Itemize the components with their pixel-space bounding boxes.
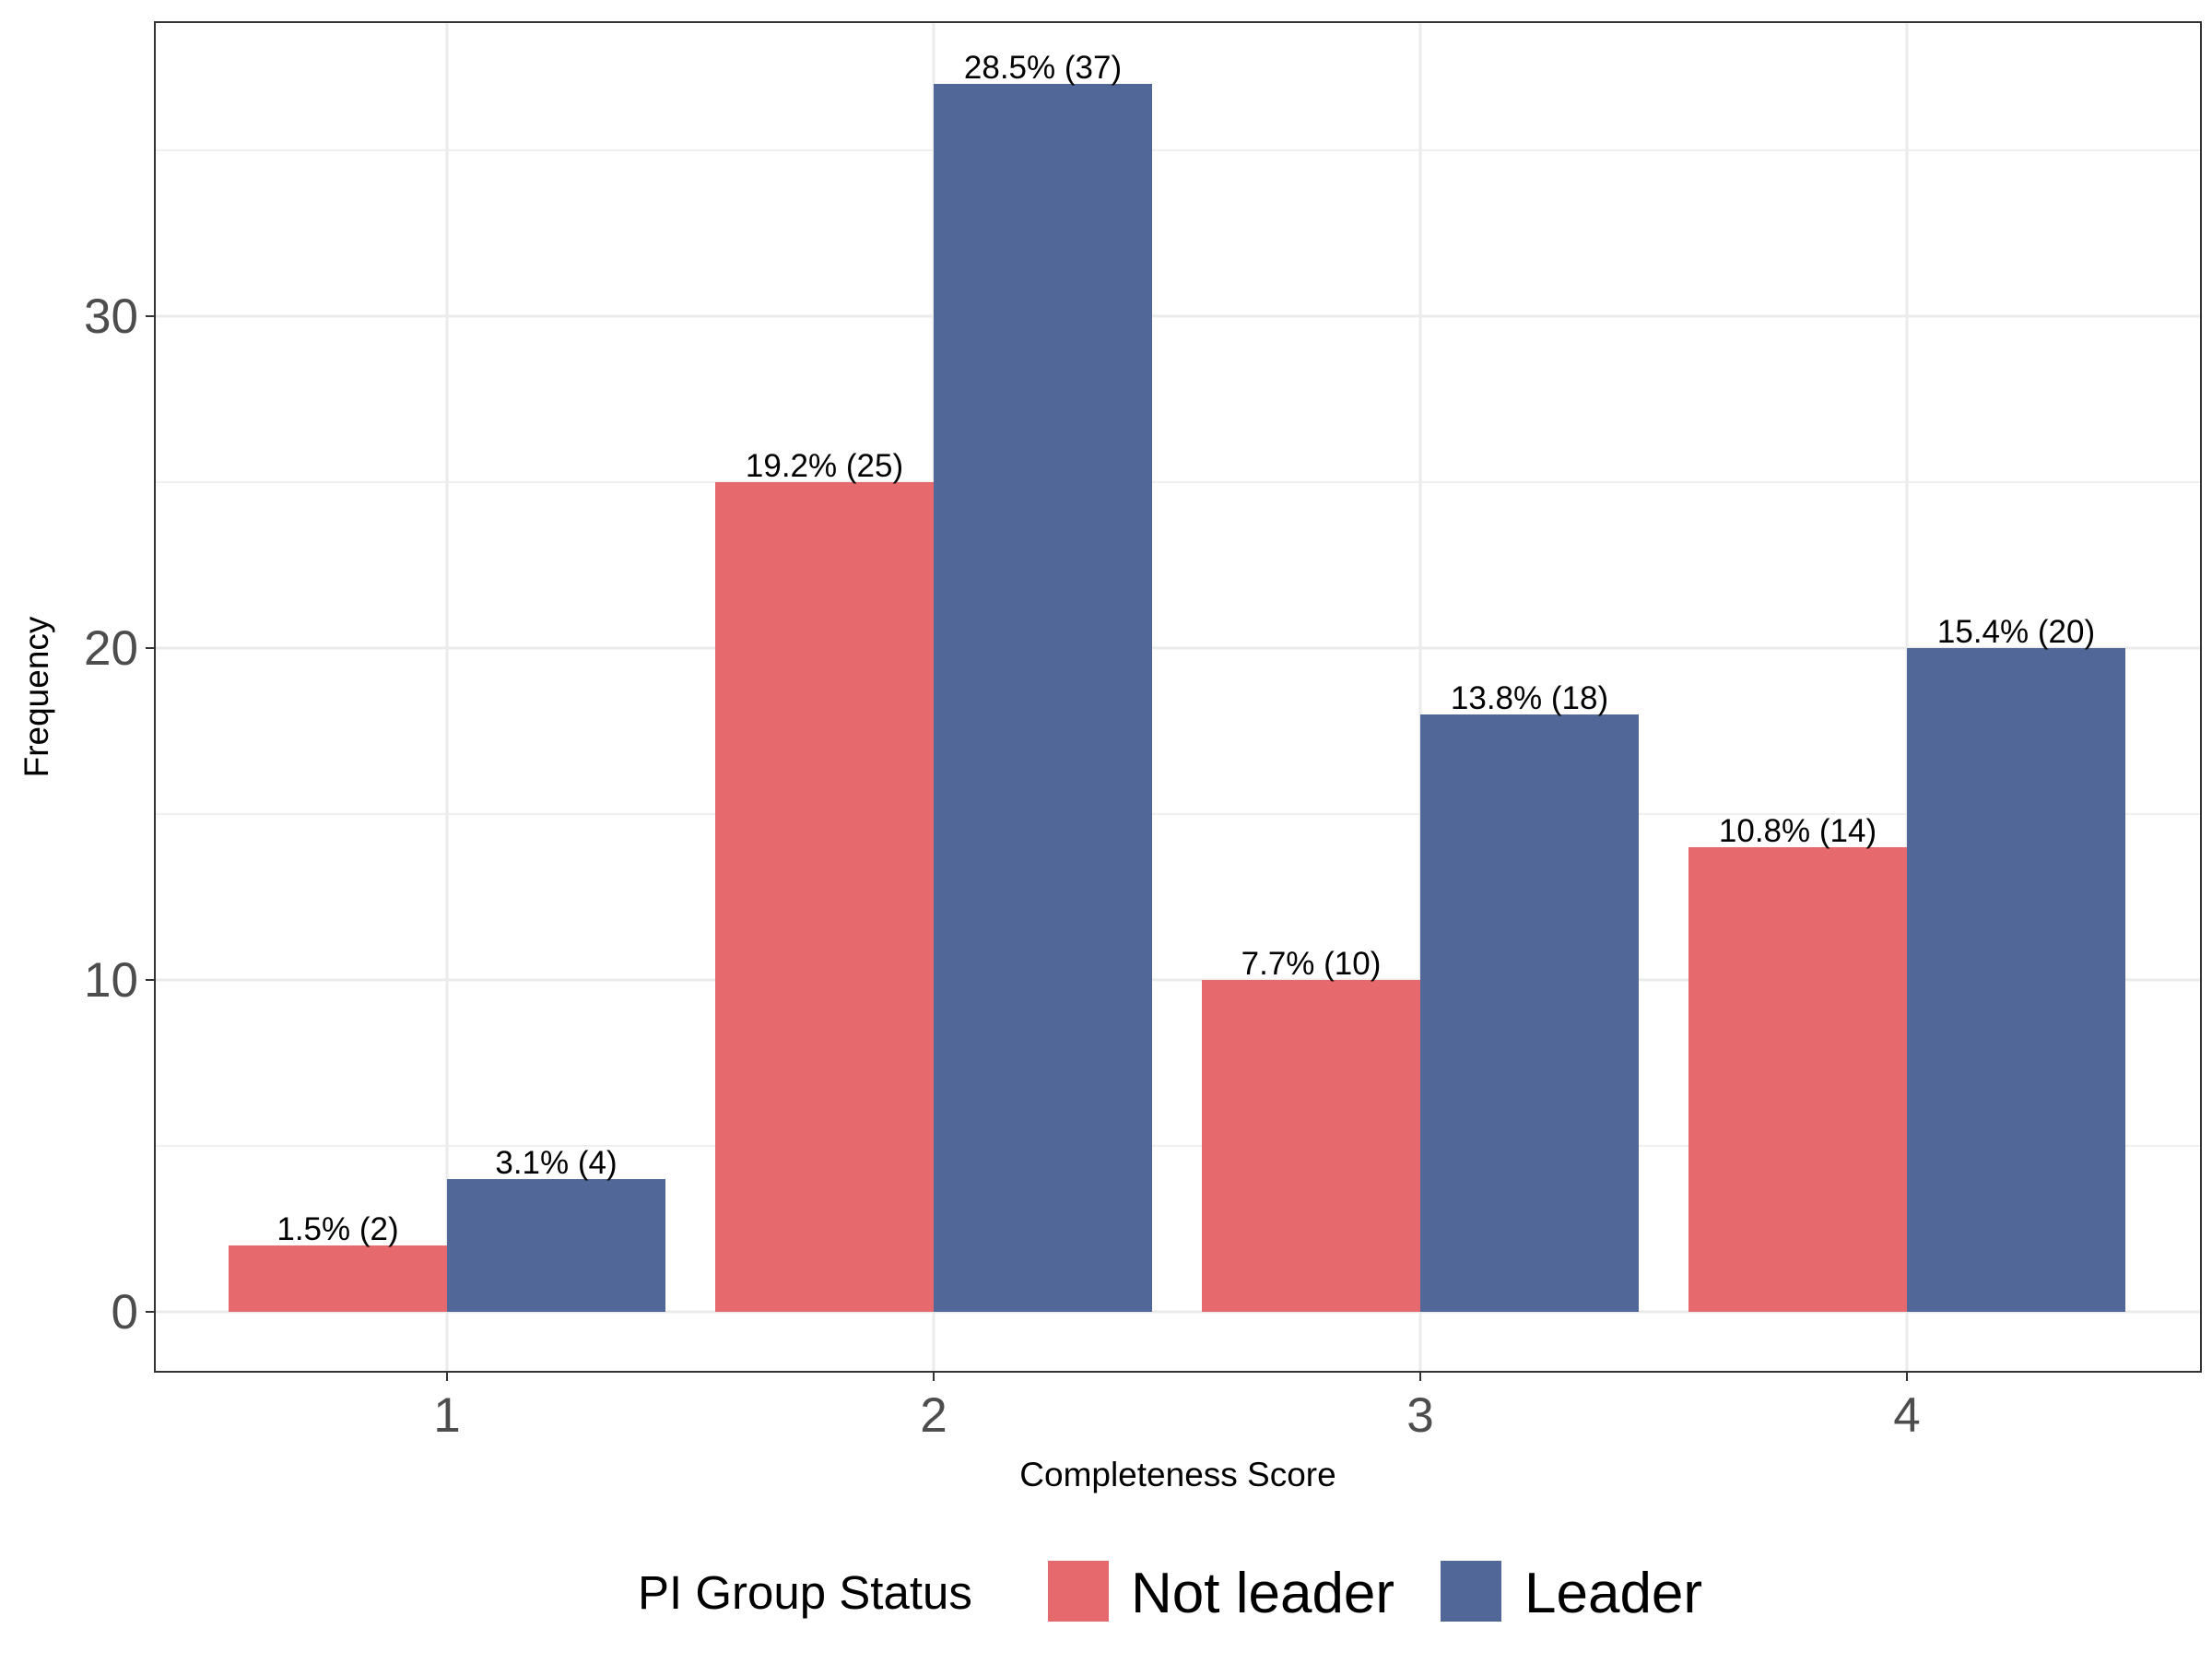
bar-label: 28.5% (37) bbox=[964, 50, 1122, 86]
y-tick-label: 10 bbox=[84, 953, 138, 1008]
x-tick-label: 2 bbox=[920, 1388, 947, 1443]
x-axis: 1 2 3 4 bbox=[433, 1372, 1921, 1443]
bar-label: 15.4% (20) bbox=[1937, 614, 2095, 650]
bar bbox=[1202, 980, 1420, 1312]
bar-label: 7.7% (10) bbox=[1241, 946, 1382, 982]
legend-label-leader: Leader bbox=[1524, 1562, 1702, 1625]
bar bbox=[934, 84, 1152, 1312]
bar-label: 13.8% (18) bbox=[1451, 680, 1608, 716]
bar bbox=[447, 1179, 665, 1312]
legend-label-not-leader: Not leader bbox=[1131, 1562, 1394, 1625]
y-tick-label: 20 bbox=[84, 621, 138, 676]
legend-key-leader bbox=[1441, 1561, 1501, 1622]
bar bbox=[1420, 714, 1639, 1312]
bar-layer bbox=[229, 84, 2125, 1312]
legend: PI Group Status Not leader Leader bbox=[638, 1561, 1702, 1625]
legend-key-not-leader bbox=[1048, 1561, 1109, 1622]
x-tick-label: 3 bbox=[1406, 1388, 1433, 1443]
x-axis-title: Completeness Score bbox=[1019, 1456, 1335, 1493]
y-tick-label: 0 bbox=[112, 1285, 138, 1339]
plot-panel-border bbox=[154, 21, 2202, 1373]
bar-label: 19.2% (25) bbox=[746, 448, 903, 484]
y-axis-title: Frequency bbox=[18, 616, 55, 777]
bar-label: 3.1% (4) bbox=[495, 1145, 617, 1181]
x-tick-label: 4 bbox=[1893, 1388, 1920, 1443]
y-tick-label: 30 bbox=[84, 289, 138, 344]
y-axis: 0 10 20 30 bbox=[84, 289, 155, 1339]
bar-label: 1.5% (2) bbox=[276, 1211, 398, 1247]
legend-title: PI Group Status bbox=[638, 1566, 972, 1619]
x-tick-label: 1 bbox=[433, 1388, 460, 1443]
bar bbox=[1907, 648, 2125, 1312]
bar-label: 10.8% (14) bbox=[1719, 813, 1877, 849]
bar-label-layer: 1.5% (2) 19.2% (25) 7.7% (10) 10.8% (14) 3.1… bbox=[276, 50, 2095, 1247]
bar bbox=[715, 482, 934, 1312]
bar bbox=[1688, 847, 1907, 1312]
bar bbox=[229, 1245, 447, 1312]
